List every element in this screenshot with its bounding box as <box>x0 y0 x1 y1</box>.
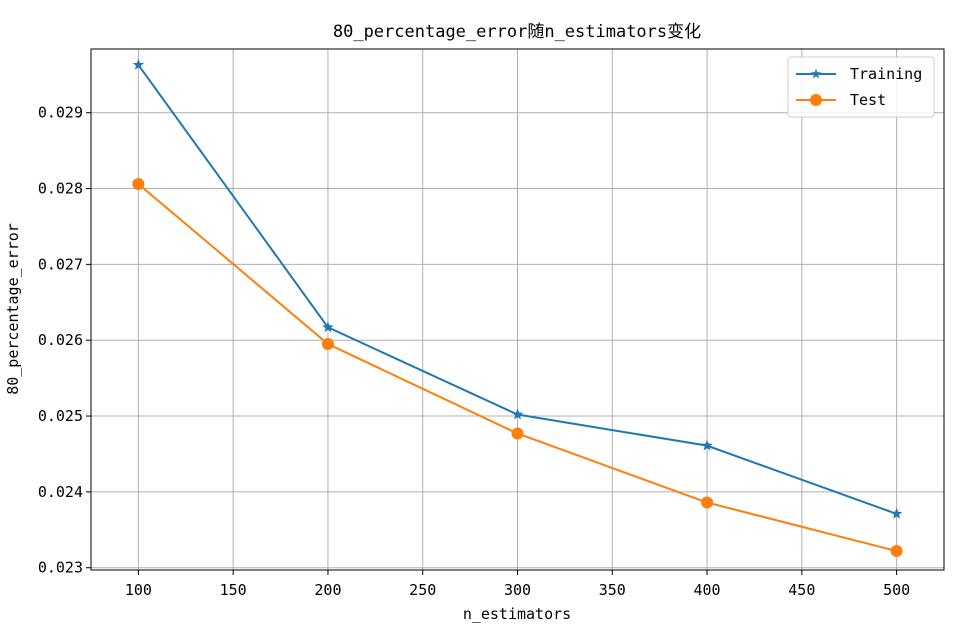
data-point-training <box>132 58 145 70</box>
y-tick-label: 0.027 <box>38 255 83 273</box>
data-point-training <box>701 439 713 451</box>
x-tick-label: 100 <box>125 581 152 599</box>
y-tick-label: 0.025 <box>38 407 83 425</box>
y-tick-label: 0.026 <box>38 331 83 349</box>
y-axis-label: 80_percentage_error <box>4 223 22 395</box>
x-tick-label: 400 <box>694 581 721 599</box>
y-tick-label: 0.028 <box>38 180 83 198</box>
legend: Training Test <box>787 56 935 118</box>
y-tick-label: 0.029 <box>38 104 83 122</box>
x-tick-label: 350 <box>599 581 626 599</box>
tick-layer: 100 150 200 250 300 350 400 450 500 0.023 0.024 0.0… <box>38 104 910 599</box>
data-point-training <box>890 507 903 519</box>
data-point-test <box>321 338 334 351</box>
x-axis-label: n_estimators <box>463 605 571 623</box>
legend-label-training: Training <box>850 65 922 83</box>
data-point-test <box>701 496 714 509</box>
data-point-test <box>132 177 145 190</box>
grid <box>91 49 944 570</box>
legend-box <box>787 56 935 118</box>
data-point-training <box>511 408 524 420</box>
series-layer <box>132 58 903 558</box>
y-tick-label: 0.023 <box>38 559 83 577</box>
data-point-test <box>511 427 524 440</box>
data-point-training <box>322 321 334 333</box>
x-tick-label: 150 <box>220 581 247 599</box>
x-tick-label: 250 <box>409 581 436 599</box>
x-tick-label: 500 <box>883 581 910 599</box>
y-tick-label: 0.024 <box>38 483 83 501</box>
legend-marker-test <box>810 94 822 106</box>
x-tick-label: 200 <box>314 581 341 599</box>
legend-label-test: Test <box>850 91 886 109</box>
chart-title: 80_percentage_error随n_estimators变化 <box>333 22 701 42</box>
legend-marker-training <box>810 68 822 79</box>
data-point-test <box>890 545 903 558</box>
x-tick-label: 450 <box>788 581 815 599</box>
x-tick-label: 300 <box>504 581 531 599</box>
